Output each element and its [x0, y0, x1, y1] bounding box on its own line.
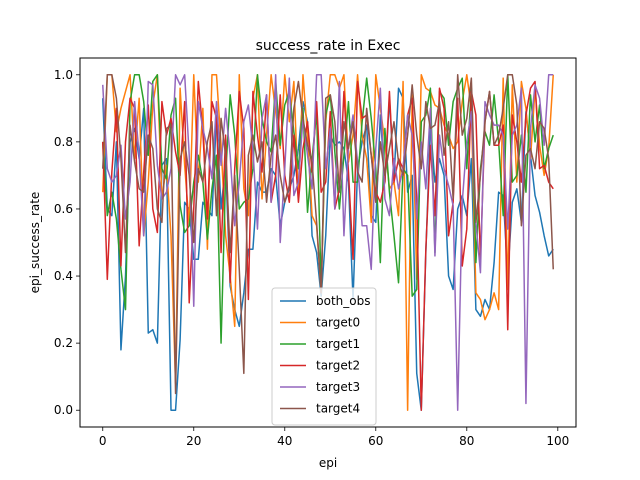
x-tick-label: 20 [186, 434, 201, 448]
chart-title: success_rate in Exec [256, 38, 401, 54]
series-line-both_obs [102, 87, 554, 411]
legend-label-both_obs: both_obs [316, 294, 370, 308]
legend-label-target4: target4 [316, 402, 360, 416]
plot-frame [79, 57, 577, 428]
legend-label-target0: target0 [316, 316, 360, 330]
legend-label-target2: target2 [316, 359, 360, 373]
y-axis-ticks: 0.0 0.2 0.4 0.6 0.8 1.0 [54, 68, 80, 417]
y-tick-label: 0.0 [54, 403, 73, 417]
y-tick-label: 0.8 [54, 135, 73, 149]
x-tick-label: 40 [277, 434, 292, 448]
x-axis-label: epi [319, 456, 337, 470]
y-tick-label: 0.6 [54, 202, 73, 216]
series-layer [102, 74, 554, 411]
y-tick-label: 1.0 [54, 68, 73, 82]
series-line-target3 [102, 74, 554, 411]
series-line-target1 [102, 74, 554, 344]
series-line-target0 [102, 74, 554, 411]
x-tick-label: 80 [459, 434, 474, 448]
x-tick-label: 0 [99, 434, 107, 448]
y-axis-label: epi_success_rate [28, 192, 42, 294]
legend-label-target3: target3 [316, 380, 360, 394]
y-tick-label: 0.4 [54, 269, 73, 283]
legend: both_obs target0 target1 target2 target3 targ… [271, 287, 377, 426]
x-tick-label: 100 [546, 434, 569, 448]
x-tick-label: 60 [368, 434, 383, 448]
legend-label-target1: target1 [316, 337, 360, 351]
series-line-target4 [102, 74, 554, 395]
x-axis-ticks: 0 20 40 60 80 100 [99, 427, 569, 448]
y-tick-label: 0.2 [54, 336, 73, 350]
